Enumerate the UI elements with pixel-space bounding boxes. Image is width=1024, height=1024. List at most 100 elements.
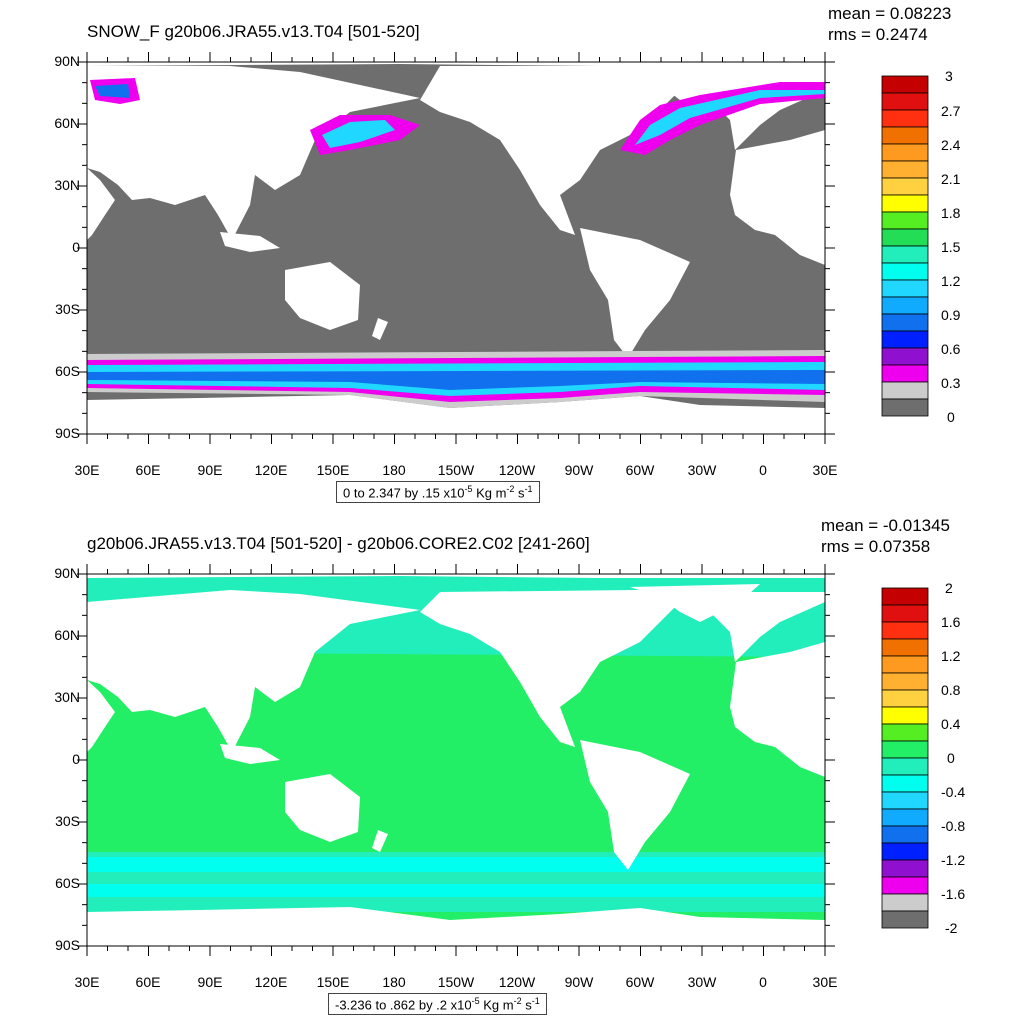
x-tick-label: 30W [687, 974, 717, 990]
colorbar-swatch [881, 655, 929, 674]
colorbar-swatch [881, 330, 929, 349]
colorbar-swatch [881, 723, 929, 742]
colorbar-swatch [881, 621, 929, 640]
x-tick-label: 90W [564, 462, 594, 478]
caption-exponent: -2 [513, 996, 522, 1006]
colorbar-label: 0 [947, 750, 955, 766]
colorbar-label: 1.8 [941, 205, 961, 221]
x-tick-label: 120W [498, 462, 536, 478]
contour-caption: -3.236 to .862 by .2 x10-5 Kg m-2 s-1 [328, 993, 547, 1016]
colorbar-swatch [881, 92, 929, 111]
colorbar [881, 75, 929, 417]
colorbar-swatch [881, 177, 929, 196]
x-tick-label: 150W [437, 974, 475, 990]
land-mask [87, 574, 825, 946]
axis-ticks [77, 564, 835, 956]
colorbar-swatch [881, 672, 929, 691]
x-tick-label: 30E [812, 974, 838, 990]
y-tick-label: 90N [54, 53, 80, 69]
x-tick-label: 30E [74, 974, 100, 990]
colorbar-label: 0.6 [941, 341, 961, 357]
colorbar-label: 1.2 [941, 648, 961, 664]
caption-unit: s [514, 485, 525, 501]
colorbar-swatch [881, 757, 929, 776]
colorbar-swatch [881, 109, 929, 128]
y-tick-label: 30S [55, 301, 80, 317]
x-tick-label: 0 [759, 462, 767, 478]
y-tick-label: 60N [54, 115, 80, 131]
x-tick-label: 30E [812, 462, 838, 478]
y-tick-label: 90S [55, 425, 80, 441]
y-tick-label: 0 [72, 751, 80, 767]
mean-stat: mean = 0.08223 [828, 4, 952, 23]
colorbar-swatch [881, 604, 929, 623]
x-tick-label: 120W [498, 974, 536, 990]
colorbar-label: -1.6 [941, 886, 966, 902]
axis-ticks [77, 52, 835, 444]
colorbar-swatch [881, 808, 929, 827]
caption-unit: s [521, 997, 532, 1013]
x-tick-label: 180 [382, 462, 406, 478]
colorbar-label: 3 [945, 68, 953, 84]
y-tick-label: 0 [72, 239, 80, 255]
colorbar-label: 1.5 [941, 239, 961, 255]
colorbar-swatch [881, 740, 929, 759]
caption-range: -3.236 to .862 by .2 x10 [335, 997, 472, 1013]
colorbar-label: 0.8 [941, 682, 961, 698]
mean-stat: mean = -0.01345 [821, 516, 951, 535]
plot-title: SNOW_F g20b06.JRA55.v13.T04 [501-520] [87, 22, 420, 41]
colorbar-label: 1.6 [941, 614, 961, 630]
colorbar-swatch [881, 876, 929, 895]
x-tick-label: 150E [316, 974, 350, 990]
colorbar-swatch [881, 143, 929, 162]
colorbar-swatch [881, 296, 929, 315]
colorbar-swatch [881, 638, 929, 657]
plot-title: g20b06.JRA55.v13.T04 [501-520] - g20b06.… [87, 534, 590, 553]
colorbar-swatch [881, 842, 929, 861]
x-tick-label: 60E [135, 974, 161, 990]
colorbar-swatch [881, 75, 929, 94]
colorbar-label: 2 [945, 580, 953, 596]
x-tick-label: 90W [564, 974, 594, 990]
colorbar-label: 2.7 [941, 103, 961, 119]
map-plot [77, 52, 929, 444]
rms-stat: rms = 0.07358 [821, 537, 931, 556]
caption-exponent: -1 [524, 484, 533, 494]
colorbar-label: 1.2 [941, 273, 961, 289]
bottom-panel: g20b06.JRA55.v13.T04 [501-520] - g20b06.… [0, 512, 1024, 1024]
caption-unit: Kg m [479, 997, 514, 1013]
colorbar-swatch [881, 893, 929, 912]
colorbar-swatch [881, 364, 929, 383]
x-tick-label: 120E [254, 974, 288, 990]
y-tick-label: 30N [54, 689, 80, 705]
colorbar-swatch [881, 859, 929, 878]
colorbar-label: 2.4 [941, 137, 961, 153]
y-tick-label: 90S [55, 937, 80, 953]
colorbar-swatch [881, 228, 929, 247]
caption-exponent: -2 [506, 484, 515, 494]
x-tick-label: 90E [197, 462, 223, 478]
caption-exponent: -1 [531, 996, 540, 1006]
x-tick-label: 180 [382, 974, 406, 990]
x-tick-label: 150W [437, 462, 475, 478]
colorbar-swatch [881, 706, 929, 725]
x-tick-label: 90E [197, 974, 223, 990]
colorbar-swatch [881, 381, 929, 400]
x-tick-label: 30W [687, 462, 717, 478]
colorbar-label: 2.1 [941, 171, 961, 187]
colorbar-label: -0.8 [941, 818, 966, 834]
x-tick-label: 60E [135, 462, 161, 478]
y-tick-label: 30S [55, 813, 80, 829]
northern-snow-patches [90, 78, 825, 155]
x-tick-label: 150E [316, 462, 350, 478]
southern-snow-band [87, 350, 825, 408]
colorbar-swatch [881, 211, 929, 230]
colorbar-label: -1.2 [941, 852, 966, 868]
rms-stat: rms = 0.2474 [828, 25, 928, 44]
colorbar-swatch [881, 245, 929, 264]
colorbar-label: 0.3 [941, 375, 961, 391]
y-tick-label: 30N [54, 177, 80, 193]
colorbar-swatch [881, 262, 929, 281]
caption-exponent: -5 [471, 996, 480, 1006]
colorbar-label: -0.4 [941, 784, 966, 800]
